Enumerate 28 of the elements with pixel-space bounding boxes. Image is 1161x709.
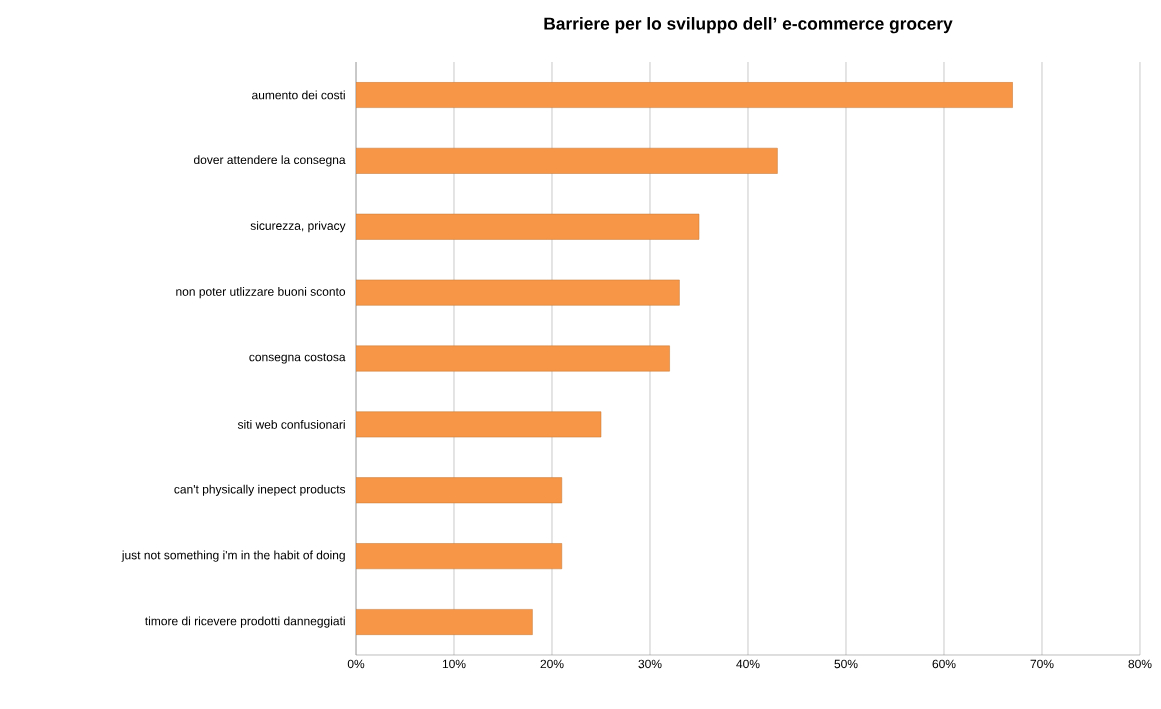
- x-tick-label: 30%: [638, 659, 662, 669]
- y-tick-label: sicurezza, privacy: [250, 221, 346, 233]
- y-tick-label: timore di ricevere prodotti danneggiati: [145, 616, 345, 628]
- y-tick-label: consegna costosa: [249, 353, 346, 364]
- x-tick-label: 40%: [736, 659, 760, 669]
- bar: [356, 609, 533, 635]
- bar: [356, 82, 1013, 108]
- x-tick-label: 70%: [1030, 659, 1054, 669]
- chart-title: Barriere per lo sviluppo dell’ e-commerce grocery: [544, 17, 953, 34]
- x-tick-label: 60%: [932, 659, 956, 669]
- x-tick-label: 0%: [347, 659, 365, 669]
- bar: [356, 147, 778, 174]
- y-tick-label: dover attendere la consegna: [193, 155, 346, 167]
- y-tick-label: just not something i'm in the habit of doing: [121, 550, 345, 562]
- x-tick-label: 50%: [834, 659, 858, 669]
- y-tick-label: siti web confusionari: [237, 419, 345, 429]
- x-tick-label: 20%: [540, 659, 564, 669]
- x-tick-label: 10%: [442, 659, 466, 669]
- x-tick-label: 80%: [1128, 659, 1152, 669]
- bar: [356, 411, 602, 438]
- bar: [356, 543, 563, 570]
- bar: [356, 345, 670, 372]
- y-tick-label: can't physically inepect products: [174, 484, 346, 496]
- bar: [356, 477, 563, 504]
- bar: [356, 213, 700, 240]
- y-tick-label: non poter utlizzare buoni sconto: [176, 287, 346, 299]
- y-tick-label: aumento dei costi: [252, 90, 345, 100]
- bar: [356, 279, 680, 306]
